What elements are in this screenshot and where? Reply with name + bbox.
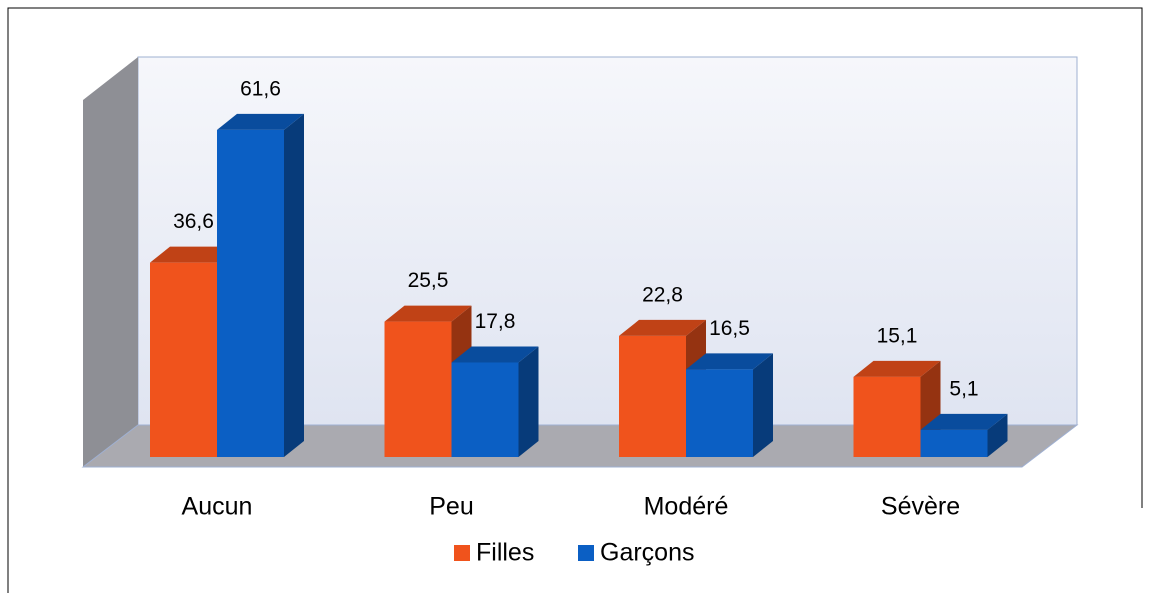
- bar: [384, 321, 452, 457]
- bar-top: [384, 305, 472, 322]
- value-label: 17,8: [475, 310, 516, 333]
- bar-side: [753, 353, 773, 457]
- value-label: 15,1: [877, 324, 918, 347]
- value-label: 36,6: [173, 210, 214, 233]
- bar-top: [853, 360, 941, 377]
- bar: [686, 369, 753, 457]
- bar-top: [451, 346, 539, 363]
- bar: [451, 362, 519, 457]
- bar: [619, 335, 686, 457]
- value-label: 22,8: [642, 283, 683, 306]
- bar: [150, 262, 217, 457]
- value-label: 61,6: [240, 77, 281, 100]
- bar: [217, 129, 284, 458]
- bar-top: [619, 319, 706, 336]
- bar-side: [987, 413, 1008, 457]
- x-tick-label: Aucun: [182, 493, 253, 521]
- value-label: 5,1: [949, 377, 978, 400]
- value-label: 16,5: [709, 317, 750, 340]
- value-label: 25,5: [408, 269, 449, 292]
- frame: [7, 7, 1143, 593]
- floor: [81, 424, 1079, 468]
- x-tick-label: Sévère: [881, 493, 960, 521]
- bar-side: [518, 346, 539, 457]
- x-tick-label: Peu: [429, 493, 473, 521]
- bar: [853, 376, 921, 457]
- legend-swatch: [454, 545, 470, 561]
- legend-swatch: [578, 545, 594, 561]
- side-wall: [83, 57, 138, 467]
- bar-side: [284, 113, 304, 458]
- bar-top: [686, 353, 773, 370]
- legend-label: Filles: [476, 539, 534, 567]
- x-tick-label: Modéré: [644, 493, 729, 521]
- bar-top: [217, 113, 304, 130]
- legend-label: Garçons: [600, 539, 694, 567]
- bar: [920, 429, 988, 457]
- bar-top: [150, 246, 237, 263]
- bar-top: [920, 413, 1008, 430]
